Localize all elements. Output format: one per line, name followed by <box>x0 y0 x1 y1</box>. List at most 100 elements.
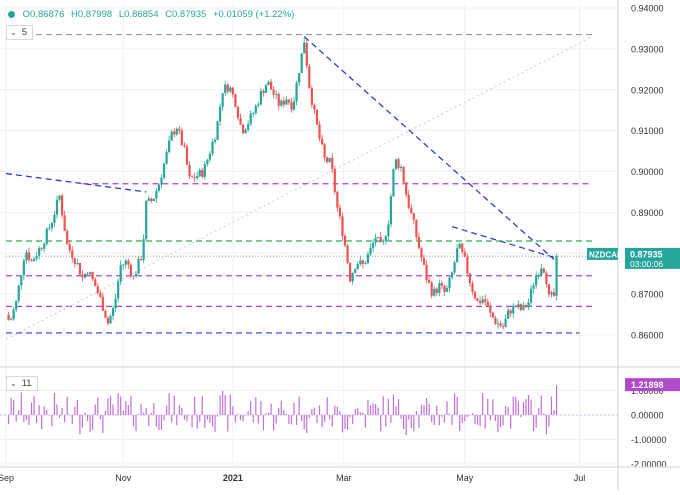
candle-down <box>379 236 382 242</box>
volume-pane-indicator[interactable]: ⌄ 11 <box>6 376 38 391</box>
candle-up <box>259 90 262 105</box>
candle-down <box>180 130 183 146</box>
candle-up <box>32 258 36 261</box>
trendline-blue <box>5 172 147 193</box>
candle-up <box>12 309 15 320</box>
candle-up <box>351 272 354 282</box>
candle-down <box>139 259 143 260</box>
candle-down <box>440 283 443 286</box>
candle-down <box>524 304 528 308</box>
candle-up <box>35 255 38 259</box>
candle-down <box>489 305 492 313</box>
candle-up <box>147 198 150 201</box>
ohlc-low: L0.86854 <box>118 9 159 20</box>
y-tick-label: 0.91000 <box>631 126 664 136</box>
candle-up <box>522 304 525 311</box>
y-tick-label: 0.90000 <box>631 167 664 177</box>
volume-y-tick-label: 0.00000 <box>631 411 664 421</box>
candle-down <box>277 93 280 106</box>
candle-down <box>150 198 153 202</box>
candle-up <box>162 163 166 178</box>
candle-up <box>134 273 138 277</box>
candle-down <box>127 260 130 265</box>
candle-down <box>547 284 551 295</box>
candle-up <box>252 112 255 114</box>
candle-up <box>257 104 260 106</box>
y-tick-label: 0.94000 <box>631 4 664 14</box>
candle-up <box>160 177 163 185</box>
candle-up <box>229 87 232 92</box>
candle-up <box>142 238 145 260</box>
candle-down <box>407 194 410 208</box>
trend-lines-layer <box>5 33 593 340</box>
x-tick-label: 2021 <box>223 473 243 483</box>
candle-up <box>438 283 441 293</box>
price-pane-indicator[interactable]: ⌄ 5 <box>6 25 33 40</box>
candle-down <box>336 191 339 208</box>
candle-up <box>25 252 28 261</box>
candle-down <box>461 243 464 252</box>
candle-down <box>476 298 479 302</box>
candle-down <box>545 272 548 285</box>
candle-down <box>313 104 316 110</box>
candle-down <box>310 88 313 105</box>
candle-down <box>106 317 110 324</box>
trendline-blue <box>303 36 555 260</box>
candle-up <box>504 318 507 328</box>
candle-up <box>50 222 53 229</box>
candle-up <box>453 262 456 273</box>
ohlc-high: H0.87998 <box>71 9 113 20</box>
candle-down <box>484 299 487 302</box>
candle-up <box>20 275 23 286</box>
candle-down <box>542 268 545 273</box>
volume-value-bg <box>625 378 680 392</box>
candle-up <box>292 101 296 110</box>
candle-up <box>496 323 500 325</box>
candle-up <box>15 300 18 310</box>
candle-up <box>249 113 252 125</box>
candle-down <box>346 245 349 263</box>
countdown-label: 03:00:06 <box>630 259 663 269</box>
candle-down <box>86 273 89 275</box>
candle-down <box>402 166 405 183</box>
x-tick-label: Jul <box>574 473 586 483</box>
candle-up <box>300 53 303 74</box>
candle-up <box>356 264 359 270</box>
candle-down <box>287 99 291 103</box>
candle-up <box>208 153 212 160</box>
candle-down <box>486 301 489 306</box>
candle-down <box>178 128 181 131</box>
candle-down <box>509 310 512 314</box>
candle-down <box>71 250 74 259</box>
candle-up <box>280 100 283 106</box>
candle-down <box>305 42 308 66</box>
candle-up <box>555 255 558 296</box>
candle-up <box>456 248 459 263</box>
candle-up <box>285 99 288 105</box>
candle-up <box>206 159 209 165</box>
candle-up <box>540 268 543 276</box>
x-tick-label: Mar <box>336 473 352 483</box>
candle-down <box>338 207 342 217</box>
candle-down <box>425 264 428 281</box>
price-pane-indicator-value: 5 <box>21 27 27 38</box>
candle-up <box>48 228 51 229</box>
x-tick-label: Sep <box>0 473 14 483</box>
candle-up <box>366 254 370 264</box>
candle-up <box>152 198 155 202</box>
candle-down <box>422 258 426 265</box>
candle-down <box>63 215 66 232</box>
candle-down <box>231 87 234 95</box>
x-tick-label: May <box>456 473 474 483</box>
candle-up <box>458 243 461 249</box>
candle-down <box>7 314 10 321</box>
y-tick-label: 0.89000 <box>631 208 664 218</box>
candle-up <box>22 260 25 276</box>
ohlc-open: O0.86876 <box>22 9 65 20</box>
volume-value-label: 1.21898 <box>631 380 664 390</box>
candle-up <box>481 299 484 303</box>
candle-up <box>38 248 41 256</box>
candle-up <box>550 292 553 295</box>
trendline-blue <box>451 226 555 258</box>
